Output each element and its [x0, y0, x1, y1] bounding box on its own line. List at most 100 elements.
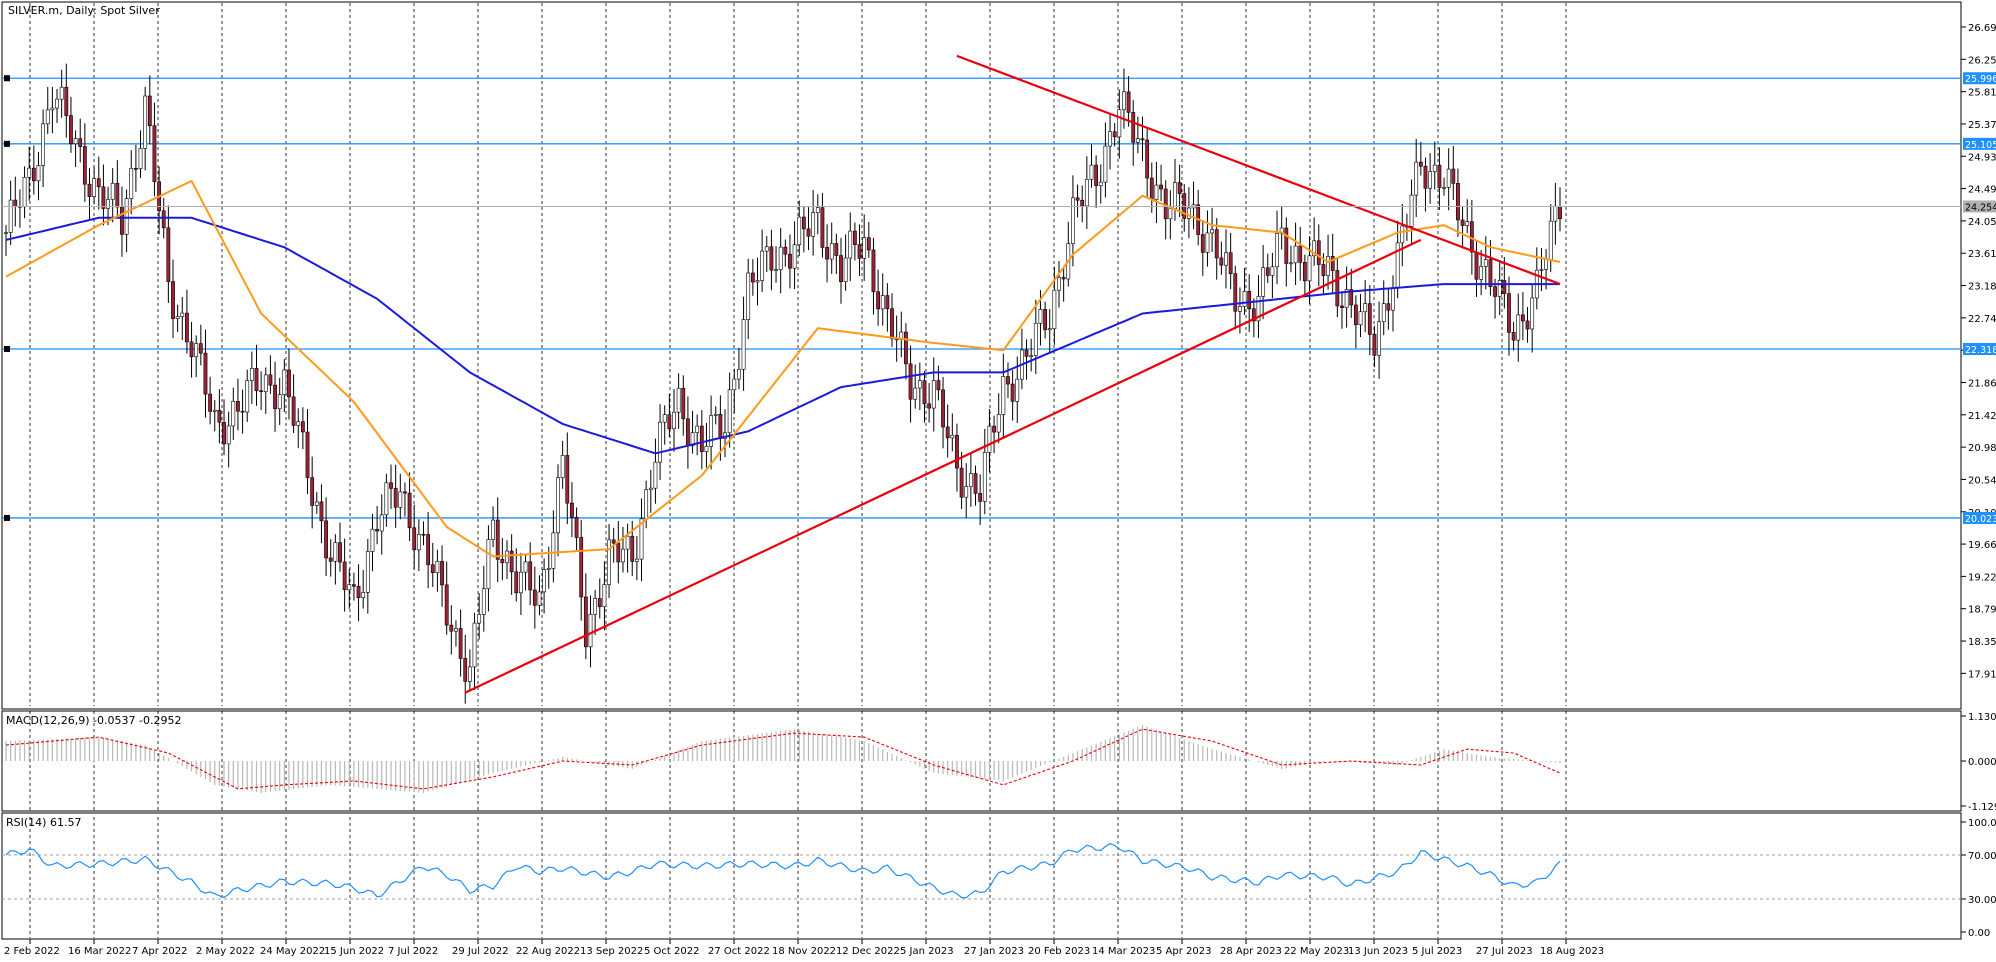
candle-body	[797, 216, 802, 246]
time-tick-label: 7 Jul 2022	[388, 946, 438, 957]
candle-body	[133, 168, 138, 170]
candle-body	[1391, 287, 1395, 311]
candle-body	[876, 291, 880, 310]
candle-body	[871, 249, 876, 293]
candle-body	[342, 561, 347, 591]
candle-body	[1497, 280, 1502, 297]
candle-body	[1103, 145, 1108, 183]
level-price-tag	[1963, 72, 1996, 85]
candle-body	[161, 210, 166, 229]
price-tick-label: 19.668	[1968, 540, 1996, 551]
candle-body	[1001, 376, 1006, 415]
candle-body	[815, 207, 820, 213]
candle-body	[115, 183, 120, 208]
candle-body	[1502, 280, 1507, 294]
candle-body	[987, 425, 992, 453]
candle-body	[467, 666, 472, 682]
candle-body	[491, 519, 495, 540]
candle-body	[440, 561, 444, 586]
candle-body	[78, 138, 83, 147]
candle-body	[1326, 256, 1330, 276]
candle-body	[1108, 131, 1112, 147]
candle-body	[477, 614, 482, 624]
rsi-path	[5, 842, 1561, 899]
price-pane: SILVER.m, Daily: Spot Silver 26.692 26.25…	[1, 1, 1996, 710]
candle-body	[263, 374, 268, 393]
candle-body	[472, 622, 477, 668]
candle-body	[774, 269, 778, 271]
candle-body	[750, 272, 755, 283]
candle-body	[1024, 349, 1029, 357]
candle-body	[992, 425, 996, 433]
time-tick-label: 18 Aug 2023	[1540, 946, 1604, 957]
candle-body	[1131, 112, 1136, 143]
rsi-vertical-grid	[29, 817, 1567, 938]
price-tick-label: 26.692	[1968, 23, 1996, 34]
candle-body	[676, 387, 681, 413]
candle-body	[1442, 187, 1446, 189]
candle-body	[152, 125, 157, 182]
time-tick-label: 24 May 2022	[260, 946, 325, 957]
candle-body	[277, 394, 282, 410]
candle-body	[8, 199, 13, 233]
candle-body	[611, 539, 616, 544]
candle-body	[834, 243, 839, 256]
candle-body	[1117, 109, 1122, 138]
time-tick-label: 22 May 2023	[1284, 946, 1349, 957]
price-tick-label: 20.546	[1968, 475, 1996, 486]
candle-body	[1006, 376, 1010, 385]
candle-body	[1316, 240, 1321, 265]
candle-body	[324, 520, 328, 559]
candle-body	[532, 589, 537, 606]
time-tick-label: 13 Jun 2023	[1348, 946, 1408, 957]
candle-body	[825, 247, 829, 260]
candle-body	[1516, 314, 1521, 341]
candle-body	[968, 473, 973, 487]
price-tick-label: 23.619	[1968, 249, 1996, 260]
candle-body	[1544, 259, 1548, 270]
candle-body	[398, 491, 403, 508]
rsi-axis: 100.00 70.00 30.00 0.00	[2, 818, 1996, 939]
candle-body	[1479, 266, 1484, 280]
candle-body	[50, 107, 55, 111]
candle-body	[806, 228, 811, 237]
candle-body	[4, 232, 8, 234]
candle-body	[138, 148, 143, 169]
candle-body	[746, 272, 751, 320]
candle-body	[528, 561, 533, 591]
candle-body	[1548, 220, 1553, 260]
time-tick-label: 20 Feb 2023	[1028, 946, 1090, 957]
candle-body	[180, 312, 185, 317]
candle-body	[222, 421, 226, 445]
candle-body	[955, 434, 959, 469]
candle-body	[551, 532, 556, 569]
time-tick-label: 14 Mar 2023	[1092, 946, 1155, 957]
macd-vertical-grid	[29, 711, 1567, 812]
candle-body	[1233, 273, 1238, 312]
candle-body	[1214, 229, 1219, 259]
candle-body	[1298, 245, 1303, 263]
rsi-pane: RSI(14) 61.57 100.00 70.00 30.00 0.00	[1, 812, 1996, 940]
candle-body	[519, 571, 523, 594]
candle-body	[407, 492, 412, 529]
candle-body	[514, 571, 519, 594]
candle-body	[365, 551, 370, 593]
price-tick-label: 26.253	[1968, 55, 1996, 66]
candle-body	[1428, 171, 1433, 189]
candle-body	[560, 455, 565, 478]
candle-body	[1330, 256, 1335, 271]
candle-body	[389, 482, 393, 489]
candle-body	[1047, 328, 1052, 331]
candle-body	[1321, 264, 1326, 276]
price-tick-label: 18.790	[1968, 605, 1996, 616]
candle-body	[621, 548, 625, 563]
candle-body	[245, 380, 250, 413]
candle-body	[927, 403, 932, 409]
candle-body	[314, 501, 319, 506]
candle-body	[982, 452, 987, 502]
time-tick-label: 29 Jul 2022	[452, 946, 509, 957]
price-tick-label: 25.375	[1968, 120, 1996, 131]
candle-body	[570, 502, 574, 518]
candle-body	[240, 410, 245, 413]
